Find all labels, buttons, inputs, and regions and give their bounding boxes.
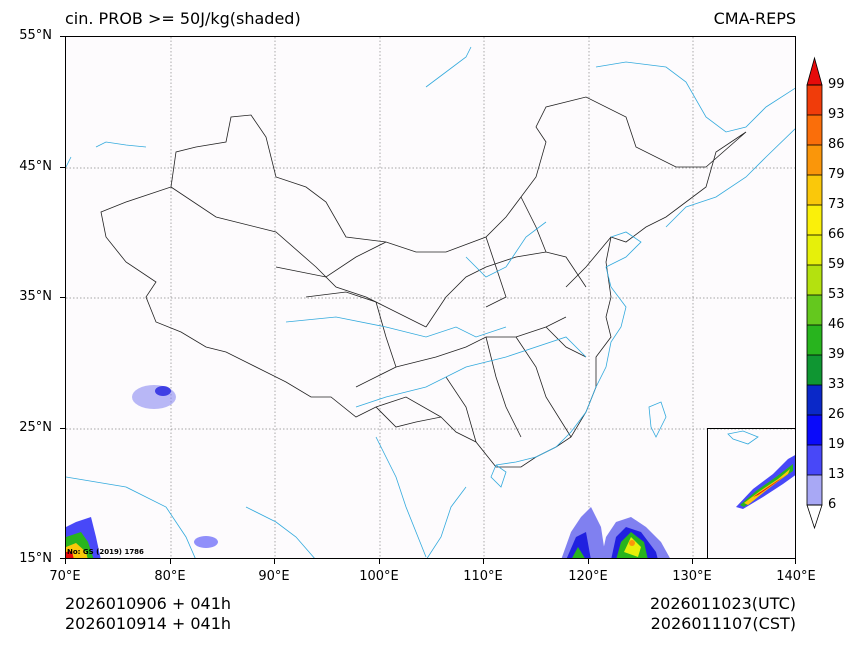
init-time-utc: 2026010906 + 041h (65, 594, 232, 613)
lon-label-80e: 80°E (154, 569, 186, 584)
lat-label-55n: 55°N (19, 28, 52, 43)
lon-label-100e: 100°E (359, 569, 399, 584)
colorbar-label: 59 (828, 257, 845, 272)
lon-tick-mark (274, 559, 275, 564)
lat-tick-mark (60, 297, 65, 298)
lon-tick-mark (170, 559, 171, 564)
map-frame (65, 36, 796, 559)
colorbar (806, 56, 823, 530)
lon-tick-mark (379, 559, 380, 564)
colorbar-label: 26 (828, 407, 845, 422)
south-china-sea-inset (707, 428, 796, 559)
valid-time-cst: 2026011107(CST) (650, 614, 796, 633)
map-canvas (66, 37, 795, 558)
country-borders (100, 96, 747, 468)
lon-label-70e: 70°E (49, 569, 81, 584)
colorbar-label: 33 (828, 377, 845, 392)
lon-tick-mark (795, 559, 796, 564)
lon-tick-mark (65, 559, 66, 564)
lon-tick-mark (692, 559, 693, 564)
lon-tick-mark (588, 559, 589, 564)
lon-label-130e: 130°E (672, 569, 712, 584)
colorbar-label: 6 (828, 497, 837, 512)
colorbar-label: 66 (828, 227, 845, 242)
lat-label-35n: 35°N (19, 289, 52, 304)
chart-title: cin. PROB >= 50J/kg(shaded) (65, 9, 301, 28)
lat-label-45n: 45°N (19, 159, 52, 174)
lat-tick-mark (60, 428, 65, 429)
colorbar-label: 39 (828, 347, 845, 362)
colorbar-label: 86 (828, 137, 845, 152)
colorbar-label: 99 (828, 77, 845, 92)
lon-label-90e: 90°E (258, 569, 290, 584)
lat-label-15n: 15°N (19, 551, 52, 566)
colorbar-label: 93 (828, 107, 845, 122)
lon-tick-mark (483, 559, 484, 564)
lat-tick-mark (60, 36, 65, 37)
lat-tick-mark (60, 558, 65, 559)
lon-label-140e: 140°E (776, 569, 816, 584)
probability-shading (66, 385, 670, 558)
lon-label-120e: 120°E (568, 569, 608, 584)
lat-tick-mark (60, 167, 65, 168)
model-name: CMA-REPS (713, 9, 796, 28)
colorbar-label: 19 (828, 437, 845, 452)
south-china-sea-inset-shading (727, 430, 795, 509)
map-approval-number: No: GS (2019) 1786 (67, 548, 144, 556)
graticule (66, 37, 795, 558)
valid-time-utc: 2026011023(UTC) (650, 594, 796, 613)
colorbar-label: 46 (828, 317, 845, 332)
colorbar-label: 53 (828, 287, 845, 302)
coastlines-rivers (66, 46, 795, 558)
lat-label-25n: 25°N (19, 420, 52, 435)
colorbar-label: 79 (828, 167, 845, 182)
colorbar-label: 13 (828, 467, 845, 482)
colorbar-label: 73 (828, 197, 845, 212)
init-time-cst: 2026010914 + 041h (65, 614, 232, 633)
lon-label-110e: 110°E (463, 569, 503, 584)
